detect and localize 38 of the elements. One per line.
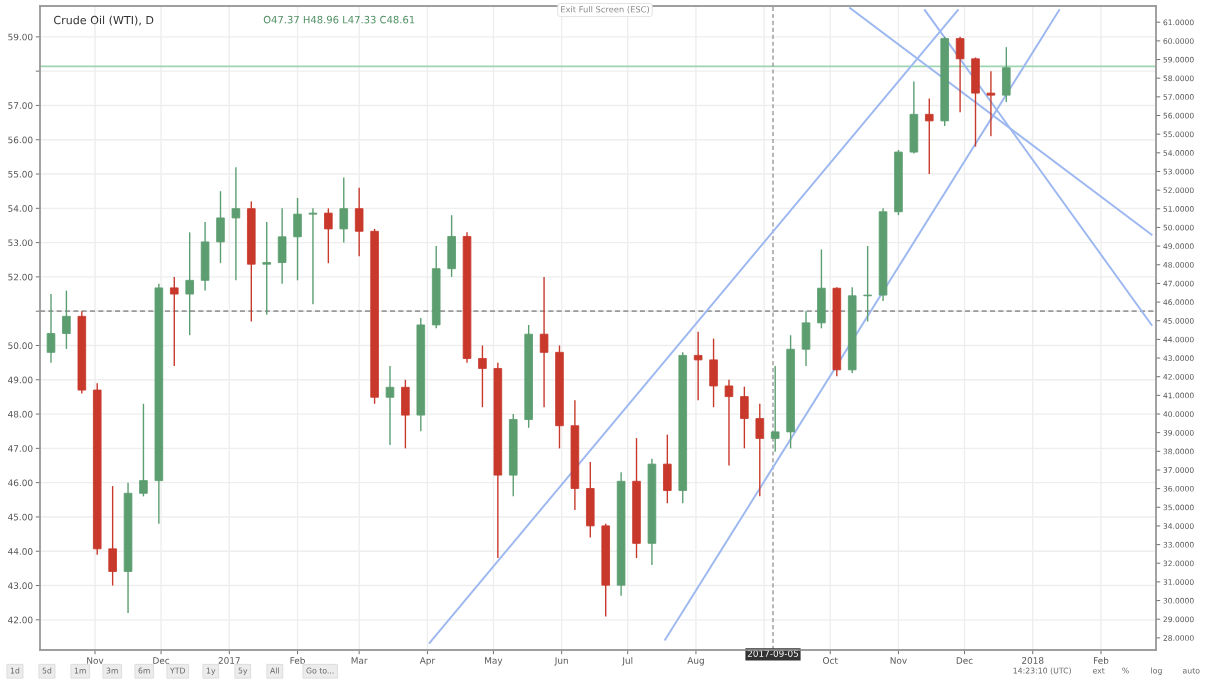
candlestick	[724, 379, 734, 467]
candlestick	[755, 403, 765, 498]
candlestick	[801, 310, 811, 367]
candlestick	[62, 289, 71, 350]
candlestick	[216, 190, 225, 264]
candlestick	[308, 207, 318, 306]
candlestick	[1002, 46, 1011, 103]
candlestick	[586, 461, 595, 539]
candlestick	[770, 365, 780, 453]
candlestick	[709, 337, 718, 408]
candlestick	[231, 166, 241, 282]
candlestick	[262, 221, 271, 316]
candlestick	[863, 245, 872, 323]
candlestick	[478, 344, 487, 408]
candlestick	[200, 221, 210, 292]
candlestick	[447, 214, 456, 278]
candlestick	[693, 331, 703, 402]
candlestick	[324, 207, 333, 264]
candlestick	[909, 80, 919, 155]
candlestick	[539, 276, 549, 408]
candlestick	[185, 231, 194, 336]
candlestick	[663, 433, 672, 504]
candlestick	[139, 403, 148, 498]
candlestick	[986, 70, 996, 138]
candlestick	[817, 248, 826, 330]
candlestick	[170, 276, 179, 367]
candlestick	[925, 97, 934, 175]
candlestick	[955, 36, 965, 113]
candlestick	[339, 176, 349, 244]
candlestick	[277, 207, 287, 285]
candlestick	[971, 56, 980, 148]
candlestick	[354, 187, 364, 258]
candlestick	[401, 379, 410, 450]
candlestick	[46, 293, 56, 364]
candlestick	[108, 485, 117, 587]
candlestick	[385, 365, 395, 446]
candlestick	[293, 197, 302, 282]
candlestick	[740, 385, 749, 450]
